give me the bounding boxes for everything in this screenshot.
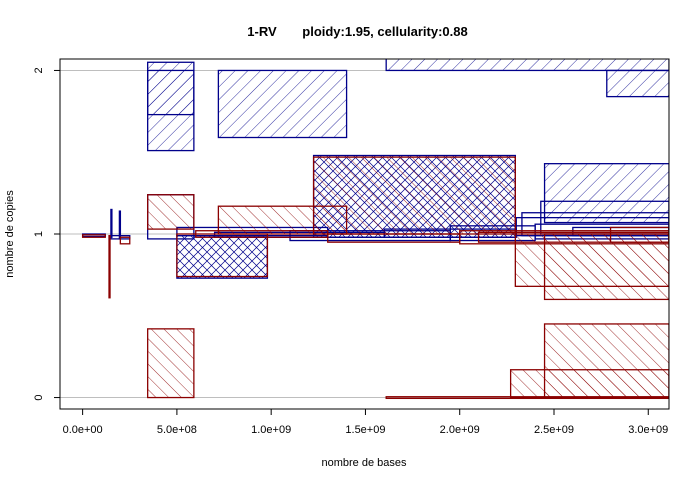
x-tick-label: 1.5e+09 [345,424,385,436]
segment-minor-26 [147,328,195,399]
x-tick-label: 3.0e+09 [628,424,668,436]
segment-minor-27 [147,194,195,230]
chart-title-params: ploidy:1.95, cellularity:0.88 [302,24,467,39]
y-axis: 0 1 2 [33,67,61,401]
segment-minor-39 [477,231,669,243]
segment-minor-31 [543,233,669,301]
y-tick-label: 1 [33,231,45,237]
x-tick-label: 1.0e+09 [251,424,291,436]
segment-minor-34 [385,396,669,400]
segment-minor-25 [119,236,131,245]
y-tick-label: 0 [33,394,45,400]
segment-major-14 [176,234,269,279]
segment-major-6 [217,69,348,139]
x-axis: 0.0e+00 5.0e+08 1.0e+09 1.5e+09 2.0e+09 2.5e+… [63,408,668,436]
y-tick-label: 2 [33,67,45,73]
x-tick-label: 5.0e+08 [157,424,197,436]
segment-major-2 [118,210,122,240]
x-tick-label: 2.0e+09 [440,424,480,436]
x-axis-label: nombre de bases [322,457,407,469]
segment-minor-35 [176,233,269,278]
segment-minor-40 [609,226,669,243]
chart-title-sample: 1-RV [247,24,277,39]
segment-major-8 [606,69,669,98]
segment-major-7 [385,59,669,72]
segment-major-5 [147,69,195,116]
x-tick-label: 2.5e+09 [534,424,574,436]
segment-minor-24 [108,234,111,299]
x-tick-label: 0.0e+00 [63,424,103,436]
segment-minor-33 [509,369,669,399]
y-axis-label: nombre de copies [4,190,16,278]
segment-major-10 [543,163,669,224]
segment-major-1 [110,208,113,238]
segment-minor-23 [81,234,106,238]
segments-layer [81,59,669,400]
segment-minor-29 [312,156,516,235]
segment-minor-38 [459,230,669,245]
